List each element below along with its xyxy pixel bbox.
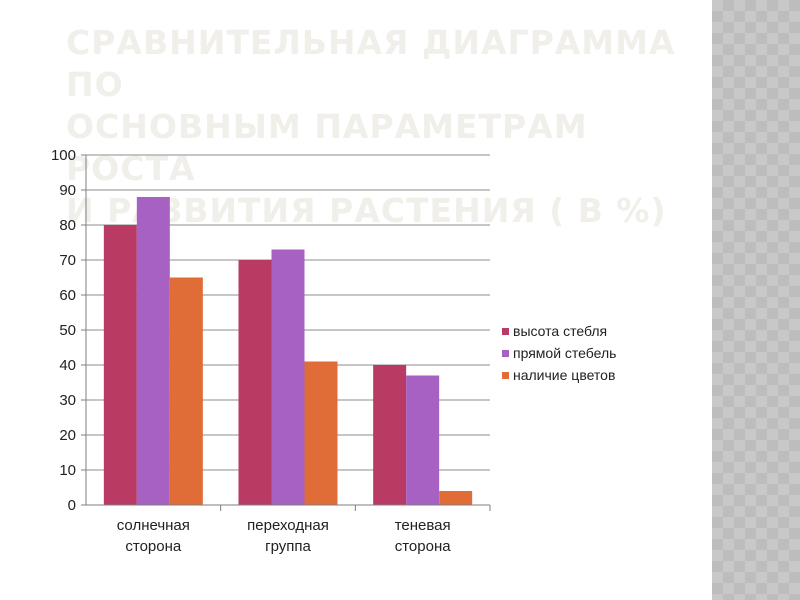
bar — [103, 225, 137, 505]
y-tick-label: 100 — [51, 147, 76, 164]
y-tick-label: 70 — [59, 252, 76, 269]
y-tick-label: 60 — [59, 287, 76, 304]
x-tick-labels: солнечная сторона переходная группа теневая с… — [117, 517, 451, 555]
bar — [136, 197, 170, 505]
y-tick-label: 50 — [59, 322, 76, 339]
decorative-side-panel — [712, 0, 800, 600]
legend-swatch — [502, 372, 509, 379]
bar — [373, 365, 407, 505]
y-tick-label: 0 — [68, 497, 76, 514]
y-tick-labels: 0 10 20 30 40 50 60 70 80 90 100 — [51, 147, 76, 514]
x-tick-label: группа — [265, 538, 311, 555]
legend-label: прямой стебель — [513, 345, 616, 361]
x-tick-label: сторона — [395, 538, 452, 555]
legend-label: высота стебля — [513, 323, 607, 339]
legend-label: наличие цветов — [513, 367, 615, 383]
y-tick-label: 90 — [59, 182, 76, 199]
y-tick-label: 80 — [59, 217, 76, 234]
legend-swatch — [502, 350, 509, 357]
bar — [406, 375, 440, 505]
bar — [439, 491, 473, 505]
x-tick-label: теневая — [395, 517, 451, 534]
axes — [81, 154, 491, 511]
x-tick-label: солнечная — [117, 517, 190, 534]
y-tick-label: 10 — [59, 462, 76, 479]
x-tick-label: сторона — [125, 538, 182, 555]
bar — [304, 361, 338, 505]
x-tick-label: переходная — [247, 517, 329, 534]
bars — [103, 197, 473, 505]
legend: высота стебля прямой стебель наличие цвето… — [502, 323, 616, 383]
bar — [169, 277, 203, 505]
y-tick-label: 30 — [59, 392, 76, 409]
bar — [271, 249, 305, 505]
y-tick-label: 20 — [59, 427, 76, 444]
legend-swatch — [502, 328, 509, 335]
y-tick-label: 40 — [59, 357, 76, 374]
bar — [238, 260, 272, 505]
